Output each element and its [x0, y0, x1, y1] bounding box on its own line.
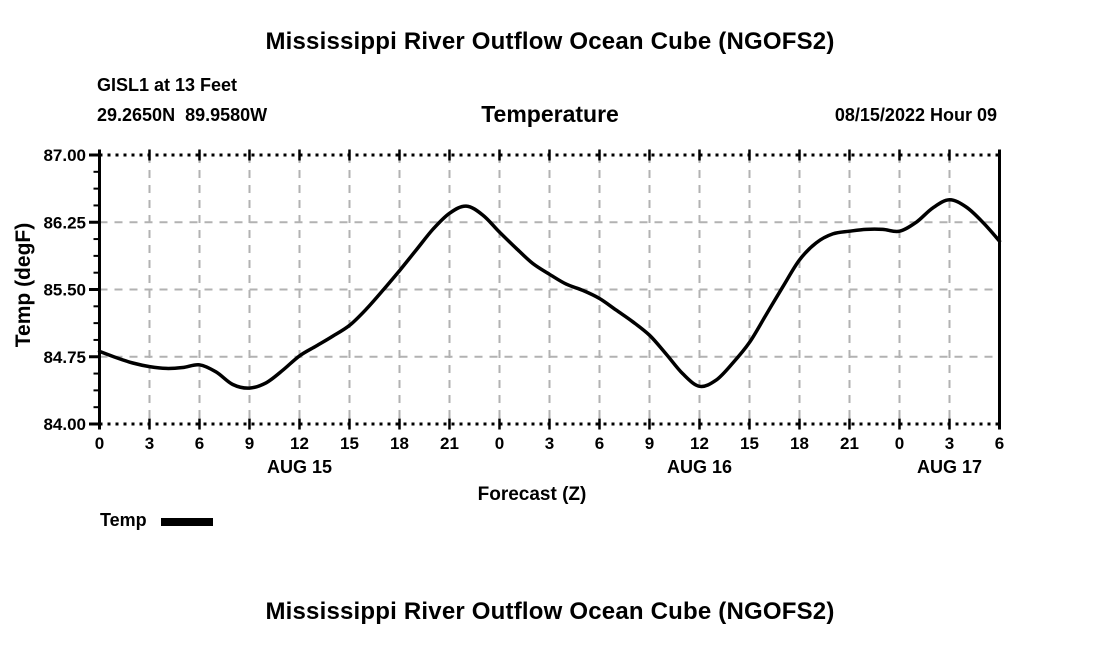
y-tick-label: 87.00 [43, 146, 86, 165]
next-chart-title: Mississippi River Outflow Ocean Cube (NG… [265, 598, 835, 625]
date-label: AUG 17 [917, 457, 982, 477]
y-tick-labels: 84.00 84.75 85.50 86.25 87.00 [43, 146, 86, 434]
station-label: GISL1 at 13 Feet [97, 75, 238, 95]
x-axis-title: Forecast (Z) [477, 484, 587, 505]
date-label: AUG 16 [667, 457, 732, 477]
chart-title: Mississippi River Outflow Ocean Cube (NG… [265, 28, 835, 55]
x-tick-label: 6 [595, 434, 604, 453]
x-tick-label: 18 [390, 434, 409, 453]
x-tick-label: 3 [545, 434, 554, 453]
datetime-label: 08/15/2022 Hour 09 [834, 105, 997, 125]
legend-label: Temp [100, 510, 147, 530]
x-tick-labels: 0 3 6 9 12 15 18 21 0 3 6 9 12 15 18 21 0 3 6 [95, 434, 1004, 453]
temp-line [97, 198, 1002, 390]
x-tick-label: 0 [895, 434, 904, 453]
y-tick-label: 85.50 [43, 281, 86, 300]
legend: Temp [100, 510, 213, 531]
bottom-axis [98, 418, 1001, 430]
left-axis [89, 149, 101, 430]
legend-line-swatch [160, 517, 213, 526]
y-tick-label: 84.75 [43, 348, 86, 367]
x-tick-label: 0 [495, 434, 504, 453]
x-tick-label: 15 [340, 434, 359, 453]
y-tick-label: 86.25 [43, 213, 86, 232]
x-tick-label: 12 [690, 434, 709, 453]
x-tick-label: 9 [645, 434, 654, 453]
x-tick-label: 21 [440, 434, 459, 453]
x-tick-label: 15 [740, 434, 759, 453]
x-tick-label: 0 [95, 434, 104, 453]
x-tick-label: 3 [945, 434, 954, 453]
horizontal-gridlines [99, 221, 1000, 358]
x-tick-label: 6 [195, 434, 204, 453]
x-tick-label: 18 [790, 434, 809, 453]
y-tick-label: 84.00 [43, 415, 86, 434]
date-labels: AUG 15 AUG 16 AUG 17 [267, 457, 982, 477]
x-tick-label: 21 [840, 434, 859, 453]
x-tick-label: 9 [245, 434, 254, 453]
x-tick-label: 12 [290, 434, 309, 453]
panel-title: Temperature [481, 101, 619, 127]
top-axis [98, 149, 1001, 161]
x-tick-label: 6 [995, 434, 1004, 453]
coordinates-label: 29.2650N 89.9580W [97, 105, 268, 125]
x-tick-label: 3 [145, 434, 154, 453]
date-label: AUG 15 [267, 457, 332, 477]
